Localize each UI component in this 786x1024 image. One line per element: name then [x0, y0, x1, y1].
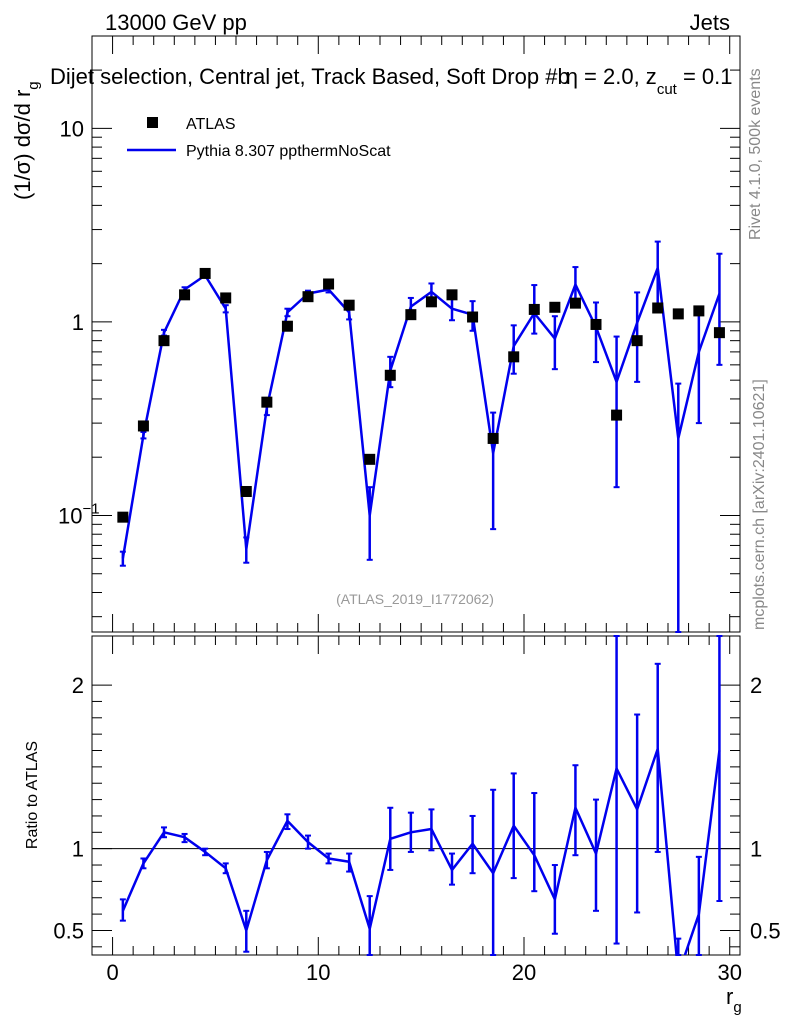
- data-point: [384, 369, 396, 381]
- ratio-y-tick-label: 0.5: [53, 918, 84, 943]
- data-point: [652, 302, 664, 314]
- data-point: [672, 308, 684, 320]
- mc-series-ratio: [119, 635, 723, 956]
- data-point: [261, 396, 273, 408]
- data-point: [611, 409, 623, 421]
- data-point: [405, 309, 417, 321]
- data-point: [323, 278, 335, 290]
- main-y-tick-label: 1: [72, 310, 84, 335]
- legend-data-marker: [147, 117, 158, 128]
- data-point: [549, 301, 561, 313]
- data-point: [569, 297, 581, 309]
- x-tick-label: 0: [106, 960, 118, 985]
- mc-series-main: [119, 240, 723, 633]
- data-point: [446, 289, 458, 301]
- ratio-y-tick-label-right: 0.5: [750, 918, 781, 943]
- legend-data-label: ATLAS: [186, 116, 236, 133]
- data-point: [137, 420, 149, 432]
- x-axis-label: rg: [726, 984, 742, 1016]
- data-point: [364, 453, 376, 465]
- data-point: [487, 432, 499, 444]
- x-tick-label: 10: [306, 960, 330, 985]
- jets-label: Jets: [690, 10, 730, 35]
- data-point: [631, 335, 643, 347]
- main-y-tick-label: 10: [60, 116, 84, 141]
- data-point: [343, 299, 355, 311]
- data-point: [508, 351, 520, 363]
- mcplots-label: mcplots.cern.ch [arXiv:2401.10621]: [751, 379, 768, 630]
- ratio-y-tick-label-right: 1: [750, 837, 762, 862]
- main-y-axis-label: (1/σ) dσ/d rg: [10, 81, 42, 200]
- ratio-y-tick-label: 2: [72, 673, 84, 698]
- data-point: [117, 511, 129, 523]
- data-point: [302, 291, 314, 303]
- data-point: [713, 327, 725, 339]
- main-axes: 10−1 1 10: [58, 35, 740, 632]
- data-point: [240, 485, 252, 497]
- legend-mc-label: Pythia 8.307 ppthermNoScat: [186, 143, 391, 160]
- ratio-panel-frame: [91, 635, 741, 956]
- x-tick-label: 20: [512, 960, 536, 985]
- main-panel-frame: [91, 35, 741, 633]
- data-series-main: [117, 267, 725, 523]
- analysis-watermark: (ATLAS_2019_I1772062): [336, 591, 494, 607]
- main-y-tick-label: 10−1: [58, 500, 100, 528]
- x-tick-label: 30: [717, 960, 741, 985]
- ratio-axes: 0.5 0.51 12 20 10 20 30: [53, 636, 781, 985]
- plot-subtitle: Dijet selection, Central jet, Track Base…: [50, 64, 732, 98]
- data-point: [179, 289, 191, 301]
- ratio-y-axis-label: Ratio to ATLAS: [24, 741, 41, 849]
- energy-label: 13000 GeV pp: [105, 10, 247, 35]
- data-point: [693, 305, 705, 317]
- data-point: [425, 296, 437, 308]
- data-point: [158, 335, 170, 347]
- data-point: [528, 303, 540, 315]
- data-point: [220, 292, 232, 304]
- data-point: [199, 267, 211, 279]
- mc-line: [121, 266, 721, 559]
- ratio-y-tick-label-right: 2: [750, 673, 762, 698]
- ratio-y-tick-label: 1: [72, 837, 84, 862]
- rivet-label: Rivet 4.1.0, 500k events: [747, 68, 764, 240]
- data-point: [590, 318, 602, 330]
- data-point: [281, 320, 293, 332]
- ratio-mc-line: [121, 747, 721, 955]
- data-point: [467, 311, 479, 323]
